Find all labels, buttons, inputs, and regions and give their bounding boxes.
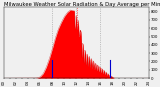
Text: Milwaukee Weather Solar Radiation & Day Average per Minute W/m2 (Today): Milwaukee Weather Solar Radiation & Day … <box>4 2 160 7</box>
